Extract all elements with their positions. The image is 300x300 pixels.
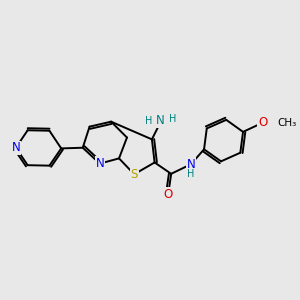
- Text: S: S: [130, 168, 138, 181]
- Text: N: N: [156, 114, 165, 127]
- Text: H: H: [145, 116, 152, 126]
- Text: H: H: [187, 169, 195, 179]
- Text: O: O: [258, 116, 267, 129]
- Text: H: H: [169, 114, 176, 124]
- Text: CH₃: CH₃: [278, 118, 297, 128]
- Text: N: N: [11, 141, 20, 154]
- Text: O: O: [164, 188, 173, 201]
- Text: N: N: [95, 157, 104, 170]
- Text: N: N: [187, 158, 195, 171]
